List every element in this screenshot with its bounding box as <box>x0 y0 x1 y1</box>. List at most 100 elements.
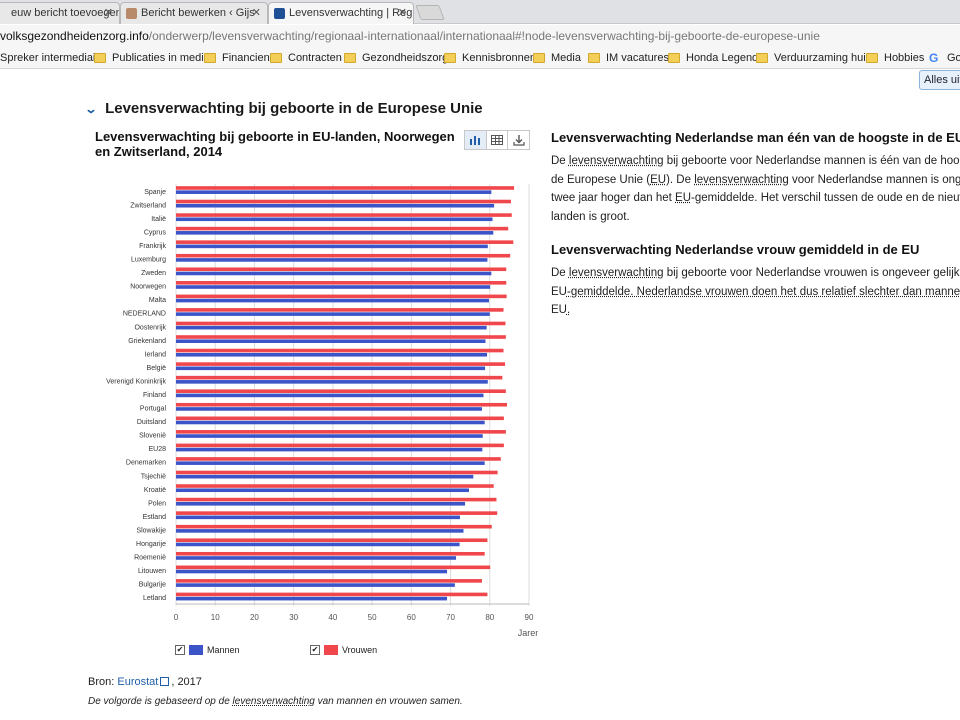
bookmark-item[interactable]: Gezondheidszorg <box>344 47 448 68</box>
bar-vrouwen <box>176 335 506 339</box>
close-icon[interactable]: ✕ <box>397 7 407 19</box>
bar-mannen <box>176 325 487 330</box>
bookmark-item[interactable]: Financien <box>204 47 270 68</box>
note-text: van mannen en vrouwen samen. <box>314 696 463 707</box>
bar-mannen <box>176 434 483 438</box>
paragraph-text: bij geboorte voor Nederlandse vrouwen is… <box>663 267 960 279</box>
bar-vrouwen <box>176 308 504 312</box>
tab-2[interactable]: Bericht bewerken ‹ Gijs ✕ <box>120 2 268 24</box>
close-icon[interactable]: ✕ <box>103 7 113 19</box>
bookmark-label: Media <box>551 52 581 64</box>
checkbox-checked-icon[interactable]: ✔ <box>175 645 185 655</box>
folder-icon <box>668 53 680 63</box>
category-label: Duitsland <box>137 419 166 426</box>
bookmarks-bar: Spreker intermediairs Publicaties in med… <box>0 47 960 69</box>
folder-icon <box>204 53 216 63</box>
paragraph-text: De <box>551 155 569 167</box>
x-tick-label: 30 <box>289 613 298 622</box>
bookmark-label: Verduurzaming huis <box>774 52 872 64</box>
glossary-link[interactable]: EU <box>650 173 667 186</box>
glossary-link[interactable]: levensverwachting <box>568 155 664 167</box>
paragraph-text: landen is groot. <box>551 210 630 223</box>
bar-vrouwen <box>176 551 485 556</box>
download-button[interactable] <box>508 131 529 149</box>
tab-3[interactable]: Levensverwachting | Reg ✕ <box>268 2 414 24</box>
section-header[interactable]: ⌄ Levensverwachting bij geboorte in de Eu… <box>84 100 482 117</box>
bar-mannen <box>176 366 486 371</box>
bar-mannen <box>176 420 485 425</box>
bar-mannen <box>176 407 482 411</box>
bar-vrouwen <box>176 375 503 380</box>
category-label: Zwitserland <box>130 202 166 209</box>
bar-mannen <box>176 556 457 560</box>
glossary-link[interactable]: . <box>566 304 571 316</box>
new-tab-button[interactable] <box>415 5 445 20</box>
category-label: Finland <box>143 392 166 399</box>
paragraph-text: bij geboorte voor Nederlandse mannen is … <box>663 155 960 167</box>
bookmark-item[interactable]: Spreker intermediairs <box>0 47 105 68</box>
glossary-link[interactable]: levensverwachting <box>694 173 789 186</box>
tab-1[interactable]: euw bericht toevoegen ✕ <box>0 2 120 24</box>
folder-icon <box>588 53 600 63</box>
bookmark-item[interactable]: Media <box>533 47 581 68</box>
chart-toolbar <box>464 130 530 150</box>
paragraph-line: landen is groot. <box>551 208 960 227</box>
paragraph-text: -gemiddelde. Het verschil tussen de oude… <box>691 192 960 204</box>
bookmark-item[interactable]: Kennisbronnen <box>444 47 536 68</box>
x-tick-label: 60 <box>407 613 416 622</box>
glossary-link[interactable]: -gemiddelde. Nederlandse vrouwen doen he… <box>566 285 960 298</box>
source-link[interactable]: Eurostat <box>117 676 159 688</box>
bookmark-item[interactable]: Honda Legend <box>668 47 758 68</box>
category-label: Polen <box>148 500 166 507</box>
category-label: Slowakije <box>136 527 166 534</box>
x-tick-label: 50 <box>368 613 377 622</box>
address-bar[interactable]: volksgezondheidenzorg.info/onderwerp/lev… <box>0 25 960 47</box>
close-icon[interactable]: ✕ <box>251 7 261 19</box>
bar-mannen <box>176 583 455 587</box>
x-tick-label: 0 <box>174 613 179 622</box>
bookmark-label: Hobbies <box>884 52 925 64</box>
glossary-link[interactable]: levensverwachting <box>232 696 315 707</box>
bookmark-item[interactable]: Publicaties in media <box>94 47 210 68</box>
bar-mannen <box>176 542 460 547</box>
bookmark-item[interactable]: Verduurzaming huis <box>756 47 872 68</box>
bar-mannen <box>176 217 493 222</box>
bar-mannen <box>176 231 494 235</box>
x-axis-label: Jaren <box>518 628 538 638</box>
paragraph-text: EU <box>551 285 567 298</box>
bar-mannen <box>176 312 490 316</box>
paragraph-text: de Europese Unie ( <box>551 173 651 186</box>
glossary-link[interactable]: levensverwachting <box>568 267 664 279</box>
category-label: EU28 <box>148 446 166 453</box>
alles-uit-button[interactable]: Alles uit <box>919 70 960 90</box>
source-label: Bron: <box>88 676 115 688</box>
paragraph-line: twee jaar hoger dan het EU-gemiddelde. H… <box>551 189 960 208</box>
bookmark-item[interactable]: IM vacatures <box>588 47 669 68</box>
bar-mannen <box>176 380 488 384</box>
tab-1-label: euw bericht toevoegen <box>11 7 120 19</box>
category-label: Hongarije <box>136 541 166 548</box>
paragraph-text: twee jaar hoger dan het <box>551 192 676 204</box>
bar-vrouwen <box>176 389 506 393</box>
legend-item-vrouwen[interactable]: ✔ Vrouwen <box>310 645 377 655</box>
bar-vrouwen <box>176 186 515 190</box>
bookmark-label: Contracten <box>288 52 342 64</box>
bookmark-label: IM vacatures <box>606 52 669 64</box>
bar-vrouwen <box>176 402 508 407</box>
table-view-button[interactable] <box>487 131 509 149</box>
paragraph-text: voor Nederlandse mannen is ongev <box>788 173 960 186</box>
bar-vrouwen <box>176 565 491 570</box>
bookmark-item[interactable]: G Goo <box>929 47 960 68</box>
bookmark-item[interactable]: Hobbies <box>866 47 925 68</box>
glossary-link[interactable]: EU <box>675 192 692 204</box>
bar-mannen <box>176 285 491 289</box>
bar-mannen <box>176 271 492 276</box>
bookmark-item[interactable]: Contracten <box>270 47 342 68</box>
bar-chart-view-button[interactable] <box>465 131 487 149</box>
bookmark-label: Publicaties in media <box>112 52 210 64</box>
legend-item-mannen[interactable]: ✔ Mannen <box>175 645 240 655</box>
heading-vrouw: Levensverwachting Nederlandse vrouw gemi… <box>551 242 920 257</box>
checkbox-checked-icon[interactable]: ✔ <box>310 645 320 655</box>
bar-mannen <box>176 339 486 344</box>
bar-vrouwen <box>176 416 504 421</box>
